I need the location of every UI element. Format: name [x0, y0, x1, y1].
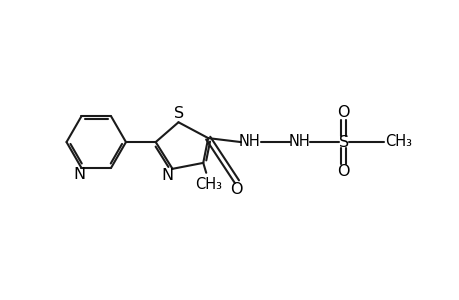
Text: O: O [336, 105, 348, 120]
Text: CH₃: CH₃ [384, 134, 411, 148]
Text: S: S [174, 106, 184, 121]
Text: NH: NH [238, 134, 260, 148]
Text: O: O [336, 164, 348, 179]
Text: N: N [73, 167, 85, 182]
Text: O: O [229, 182, 242, 197]
Text: S: S [338, 135, 348, 150]
Text: NH: NH [288, 134, 309, 148]
Text: CH₃: CH₃ [194, 177, 221, 192]
Text: N: N [161, 168, 173, 183]
